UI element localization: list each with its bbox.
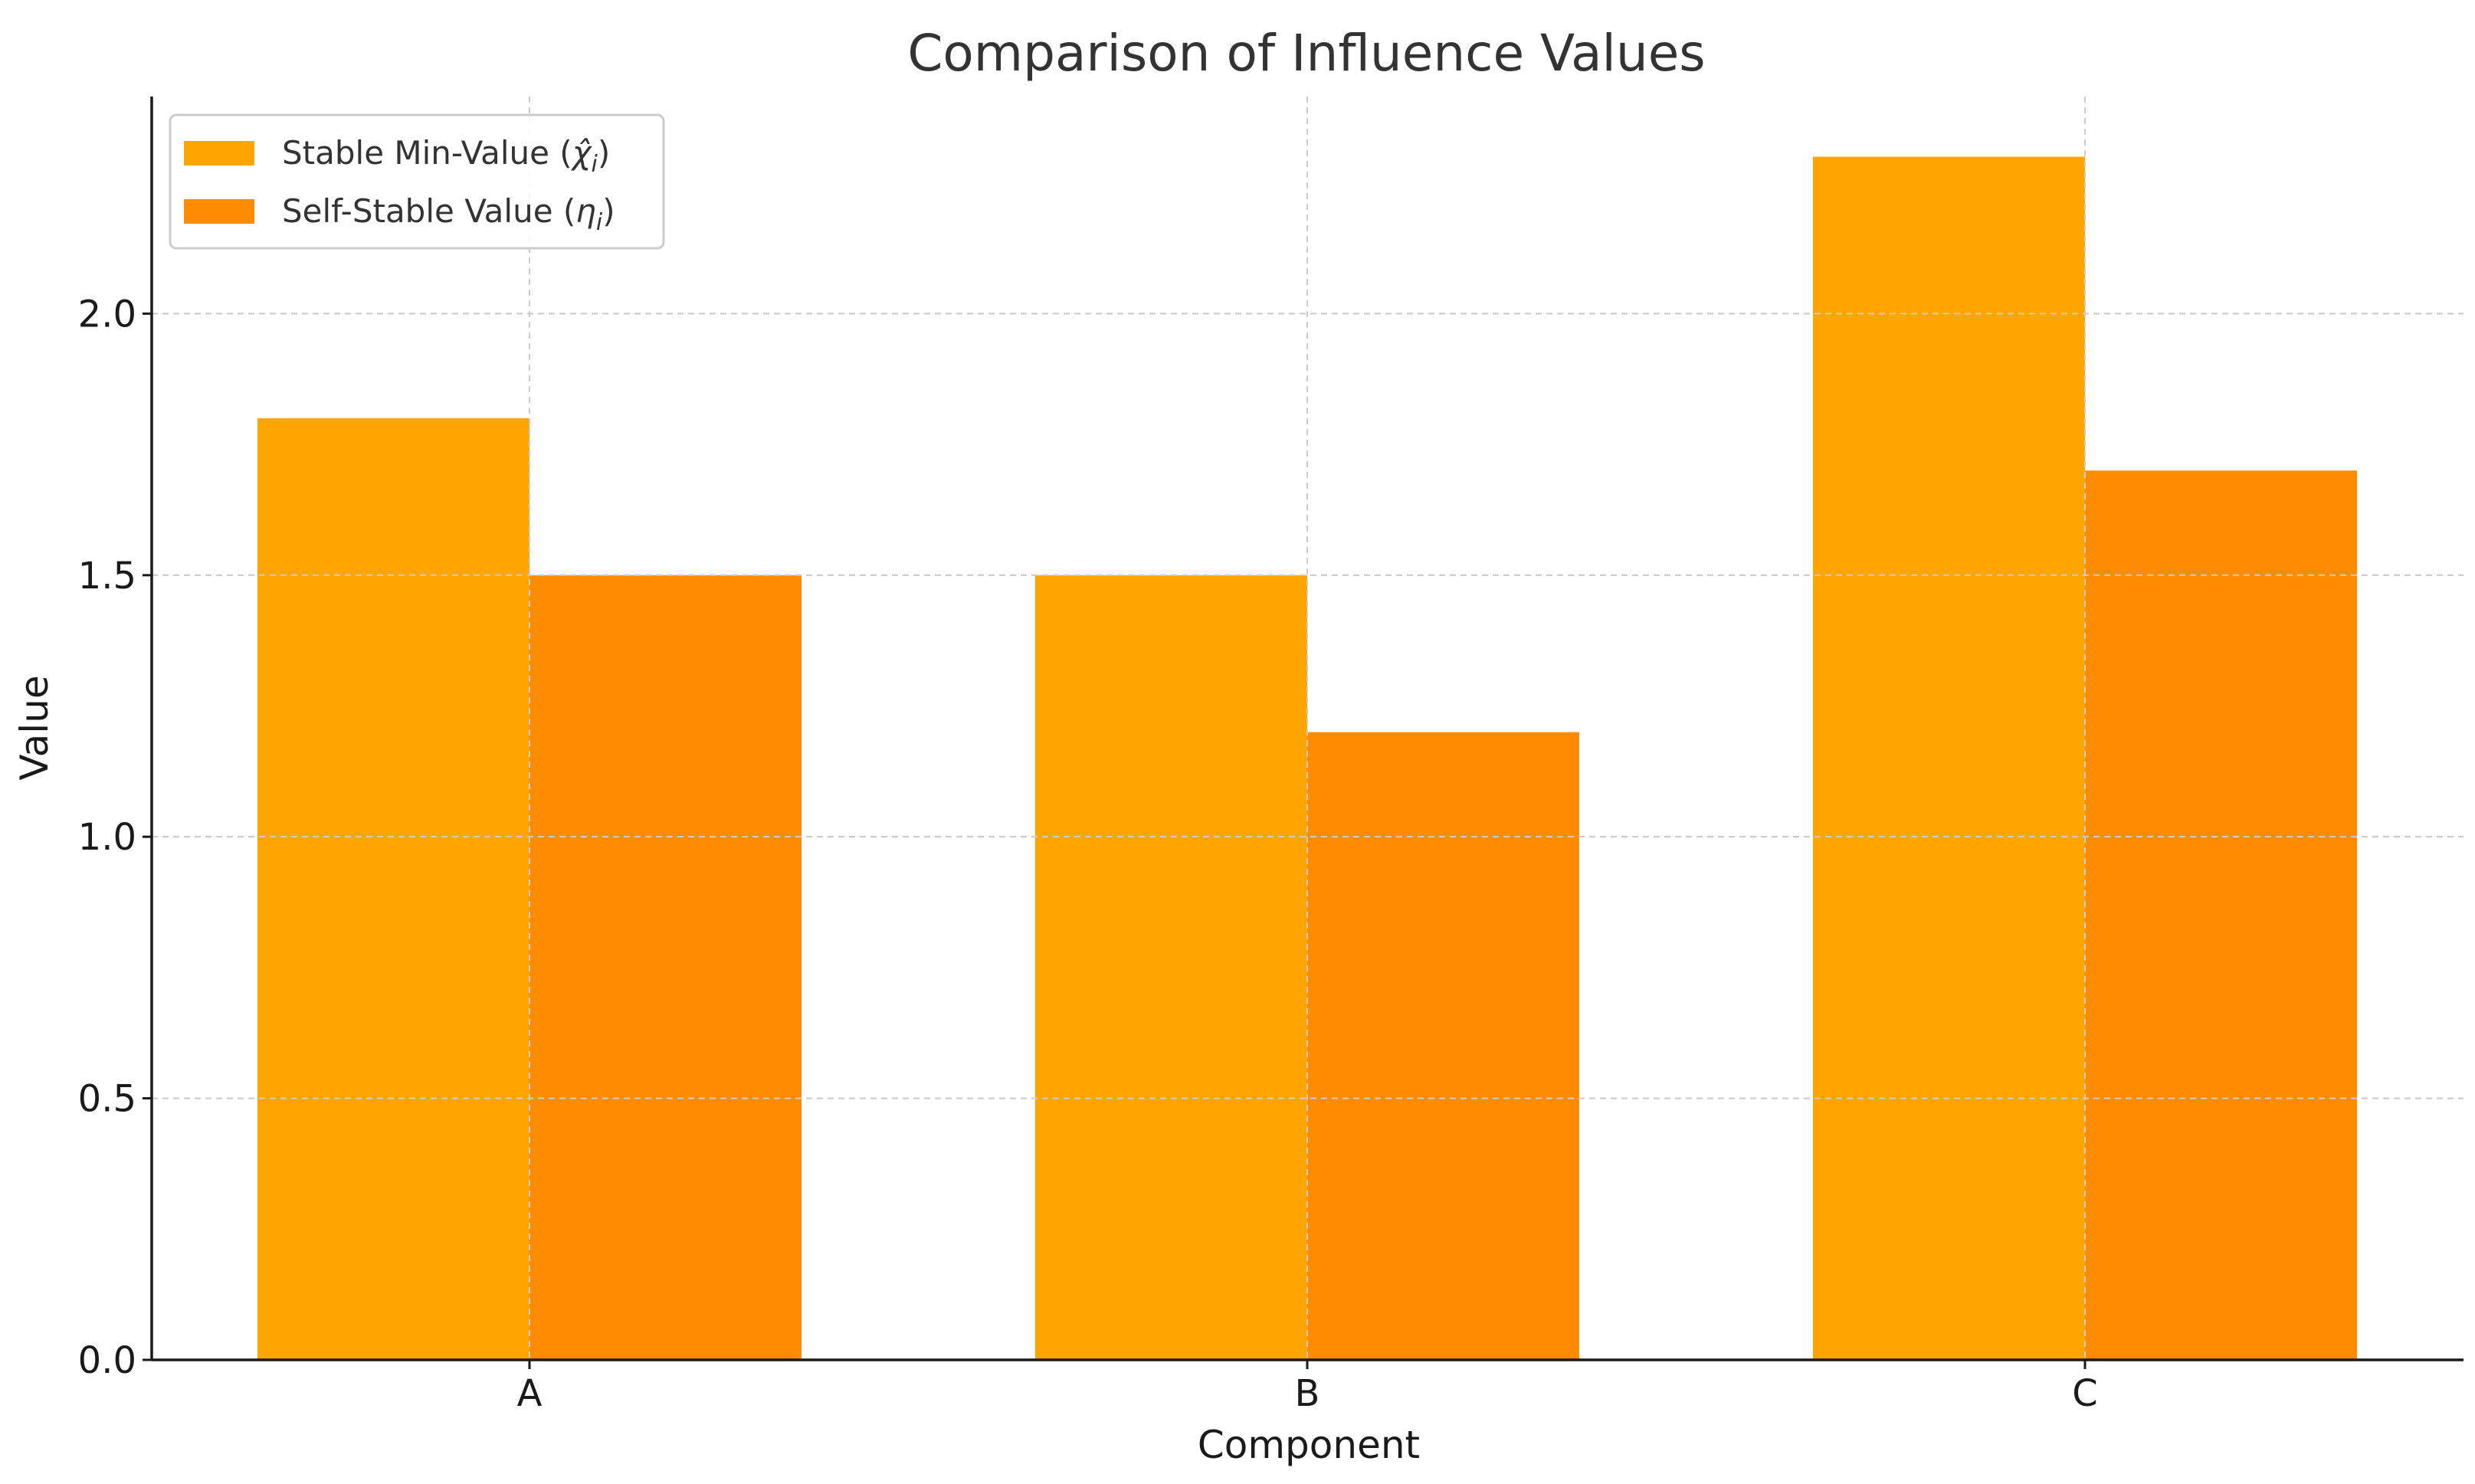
grid-overlay	[152, 97, 2464, 1360]
legend-label-main: Stable Min-Value (	[282, 134, 572, 172]
bar-stable-min-value-A	[257, 418, 529, 1361]
legend-label-close: )	[598, 134, 610, 172]
bar-stable-min-value-C	[1813, 156, 2085, 1360]
legend-swatch-self-stable-value	[184, 199, 254, 224]
legend-swatch-stable-min-value	[184, 141, 254, 165]
bar-self-stable-value-B	[1307, 732, 1579, 1360]
y-tick-label: 0.0	[78, 1339, 136, 1382]
bar-self-stable-value-A	[529, 575, 802, 1360]
legend-label-symbol: η	[575, 192, 596, 230]
x-axis-label: Component	[1198, 1423, 1420, 1467]
legend-label-stable-min-value: Stable Min-Value (χ̂i)	[282, 134, 610, 178]
y-tick-label: 1.5	[78, 555, 136, 598]
chart-title: Comparison of Influence Values	[907, 24, 1705, 83]
legend-label-symbol: χ̂	[571, 134, 593, 172]
y-tick-label: 0.5	[78, 1078, 136, 1121]
legend-label-main: Self-Stable Value (	[282, 192, 575, 230]
legend-label-subscript: i	[596, 209, 603, 236]
ticks: 0.0 0.5 1.0 1.5 2.0 A B C	[78, 293, 2098, 1415]
legend-label-subscript: i	[592, 151, 598, 178]
x-tick-label: C	[2072, 1372, 2098, 1415]
x-tick-label: A	[517, 1372, 543, 1415]
legend-label-self-stable-value: Self-Stable Value (ηi)	[282, 192, 615, 236]
legend-box	[169, 113, 665, 250]
y-tick-label: 1.0	[78, 816, 136, 859]
x-tick-label: B	[1295, 1372, 1320, 1415]
y-axis-label: Value	[12, 675, 57, 780]
bar-stable-min-value-B	[1035, 575, 1307, 1360]
legend: Stable Min-Value (χ̂i) Self-Stable Value…	[169, 113, 665, 250]
legend-label-close: )	[602, 192, 615, 230]
bar-self-stable-value-C	[2085, 470, 2357, 1360]
y-tick-label: 2.0	[78, 293, 136, 336]
